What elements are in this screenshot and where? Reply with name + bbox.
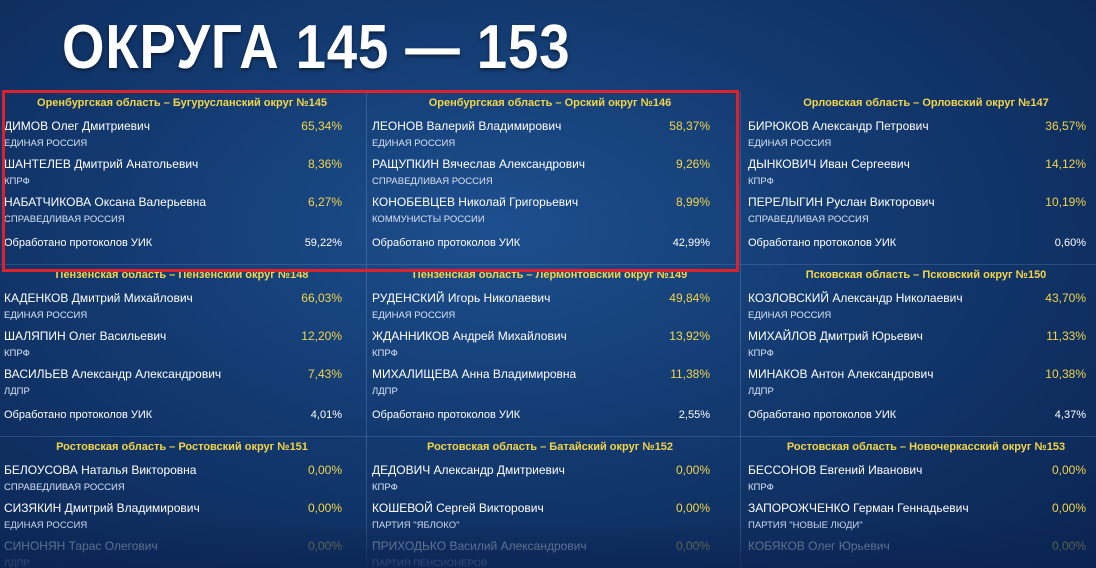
- processed-label: Обработано протоколов УИК: [4, 409, 153, 421]
- candidate-name: ЗАПОРОЖЧЕНКО Герман Геннадьевич: [748, 501, 969, 515]
- title: ОКРУГА 145 — 153: [62, 13, 571, 82]
- candidate-name: КОНОБЕВЦЕВ Николай Григорьевич: [372, 195, 579, 209]
- processed-percent: 42,99%: [672, 237, 710, 249]
- candidate-percent: 0,00%: [1051, 501, 1086, 515]
- candidate-name: НАБАТЧИКОВА Оксана Валерьевна: [4, 195, 207, 209]
- candidate-percent: 13,92%: [669, 329, 710, 343]
- candidate-party: СПРАВЕДЛИВАЯ РОССИЯ: [4, 214, 125, 225]
- candidate-party: ЛДПР: [748, 386, 774, 397]
- processed-label: Обработано протоколов УИК: [748, 409, 897, 421]
- candidate-party: СПРАВЕДЛИВАЯ РОССИЯ: [372, 176, 493, 187]
- candidate-name: ВАСИЛЬЕВ Александр Александрович: [4, 367, 222, 381]
- processed-percent: 4,37%: [1054, 409, 1086, 421]
- candidate-party: ЕДИНАЯ РОССИЯ: [748, 138, 832, 149]
- candidate-percent: 0,00%: [675, 501, 710, 515]
- candidate-name: ДЕДОВИЧ Александр Дмитриевич: [372, 463, 565, 477]
- candidate-percent: 43,70%: [1045, 291, 1086, 305]
- candidate-party: ЕДИНАЯ РОССИЯ: [4, 310, 88, 321]
- row-separator: [0, 436, 1096, 437]
- candidate-party: ЕДИНАЯ РОССИЯ: [4, 138, 88, 149]
- district-header: Псковская область – Псковский округ №150: [805, 269, 1047, 281]
- candidate-percent: 8,99%: [675, 195, 710, 209]
- district-header: Ростовская область – Новочеркасский окру…: [786, 441, 1066, 453]
- district-header: Орловская область – Орловский округ №147: [803, 97, 1049, 109]
- candidate-percent: 7,43%: [307, 367, 342, 381]
- column-separator: [366, 92, 367, 568]
- candidate-percent: 14,12%: [1045, 157, 1086, 171]
- candidate-name: МИХАЙЛОВ Дмитрий Юрьевич: [748, 329, 923, 343]
- candidate-percent: 12,20%: [301, 329, 342, 343]
- candidate-party: СПРАВЕДЛИВАЯ РОССИЯ: [748, 214, 869, 225]
- column-separator: [740, 92, 741, 568]
- candidate-name: МИНАКОВ Антон Александрович: [748, 367, 934, 381]
- candidate-party: ЛДПР: [372, 386, 398, 397]
- candidate-party: КПРФ: [748, 348, 774, 359]
- candidate-name: ЖДАННИКОВ Андрей Михайлович: [372, 329, 567, 343]
- candidate-name: ЛЕОНОВ Валерий Владимирович: [372, 119, 562, 133]
- candidate-name: КАДЕНКОВ Дмитрий Михайлович: [4, 291, 193, 305]
- candidate-party: КОММУНИСТЫ РОССИИ: [372, 214, 485, 225]
- row-separator: [0, 264, 1096, 265]
- candidate-name: БЕССОНОВ Евгений Иванович: [748, 463, 923, 477]
- bottom-fade: [0, 520, 1096, 568]
- district-header: Пензенская область – Лермонтовский округ…: [412, 269, 688, 281]
- candidate-percent: 66,03%: [301, 291, 342, 305]
- candidate-name: КОЗЛОВСКИЙ Александр Николаевич: [748, 291, 963, 305]
- candidate-percent: 8,36%: [307, 157, 342, 171]
- candidate-party: ЛДПР: [4, 386, 30, 397]
- candidate-percent: 11,38%: [670, 367, 710, 381]
- processed-label: Обработано протоколов УИК: [748, 237, 897, 249]
- candidate-name: ПЕРЕЛЫГИН Руслан Викторович: [748, 195, 935, 209]
- candidate-party: КПРФ: [748, 482, 774, 493]
- highlight-box: [2, 90, 739, 272]
- candidate-party: СПРАВЕДЛИВАЯ РОССИЯ: [4, 482, 125, 493]
- district-header: Пензенская область – Пензенский округ №1…: [55, 269, 309, 281]
- candidate-party: КПРФ: [372, 482, 398, 493]
- candidate-party: ЕДИНАЯ РОССИЯ: [372, 138, 456, 149]
- processed-percent: 59,22%: [304, 237, 342, 249]
- processed-percent: 4,01%: [310, 409, 342, 421]
- candidate-percent: 6,27%: [307, 195, 342, 209]
- processed-label: Обработано протоколов УИК: [372, 237, 521, 249]
- processed-label: Обработано протоколов УИК: [4, 237, 153, 249]
- candidate-percent: 49,84%: [669, 291, 710, 305]
- candidate-name: РУДЕНСКИЙ Игорь Николаевич: [372, 291, 551, 305]
- candidate-percent: 0,00%: [307, 501, 342, 515]
- candidate-party: КПРФ: [4, 348, 30, 359]
- candidate-name: ШАЛЯПИН Олег Васильевич: [4, 329, 167, 343]
- candidate-percent: 10,19%: [1045, 195, 1086, 209]
- candidate-percent: 11,33%: [1046, 329, 1086, 343]
- processed-label: Обработано протоколов УИК: [372, 409, 521, 421]
- candidate-name: МИХАЛИЩЕВА Анна Владимировна: [372, 367, 577, 381]
- candidate-percent: 0,00%: [1051, 463, 1086, 477]
- candidate-party: КПРФ: [748, 176, 774, 187]
- district-header: Оренбургская область – Орский округ №146: [428, 97, 672, 109]
- candidate-name: СИЗЯКИН Дмитрий Владимирович: [4, 501, 200, 515]
- processed-percent: 0,60%: [1054, 237, 1086, 249]
- district-header: Оренбургская область – Бугурусланский ок…: [37, 97, 327, 109]
- district-header: Ростовская область – Батайский округ №15…: [427, 441, 673, 453]
- district-header: Ростовская область – Ростовский округ №1…: [56, 441, 308, 453]
- candidate-name: ШАНТЕЛЕВ Дмитрий Анатольевич: [4, 157, 199, 171]
- candidate-percent: 9,26%: [675, 157, 710, 171]
- candidate-name: ДИМОВ Олег Дмитриевич: [4, 119, 150, 133]
- candidate-percent: 36,57%: [1045, 119, 1086, 133]
- candidate-percent: 65,34%: [301, 119, 342, 133]
- candidate-percent: 0,00%: [675, 463, 710, 477]
- candidate-name: ДЫНКОВИЧ Иван Сергеевич: [748, 157, 910, 171]
- candidate-party: ЕДИНАЯ РОССИЯ: [372, 310, 456, 321]
- processed-percent: 2,55%: [678, 409, 710, 421]
- candidate-party: КПРФ: [4, 176, 30, 187]
- candidate-name: БИРЮКОВ Александр Петрович: [748, 119, 929, 133]
- candidate-name: КОШЕВОЙ Сергей Викторович: [372, 501, 544, 515]
- candidate-percent: 58,37%: [669, 119, 710, 133]
- candidate-percent: 10,38%: [1045, 367, 1086, 381]
- candidate-party: КПРФ: [372, 348, 398, 359]
- candidate-party: ЕДИНАЯ РОССИЯ: [748, 310, 832, 321]
- candidate-percent: 0,00%: [307, 463, 342, 477]
- candidate-name: БЕЛОУСОВА Наталья Викторовна: [4, 463, 197, 477]
- candidate-name: РАЩУПКИН Вячеслав Александрович: [372, 157, 586, 171]
